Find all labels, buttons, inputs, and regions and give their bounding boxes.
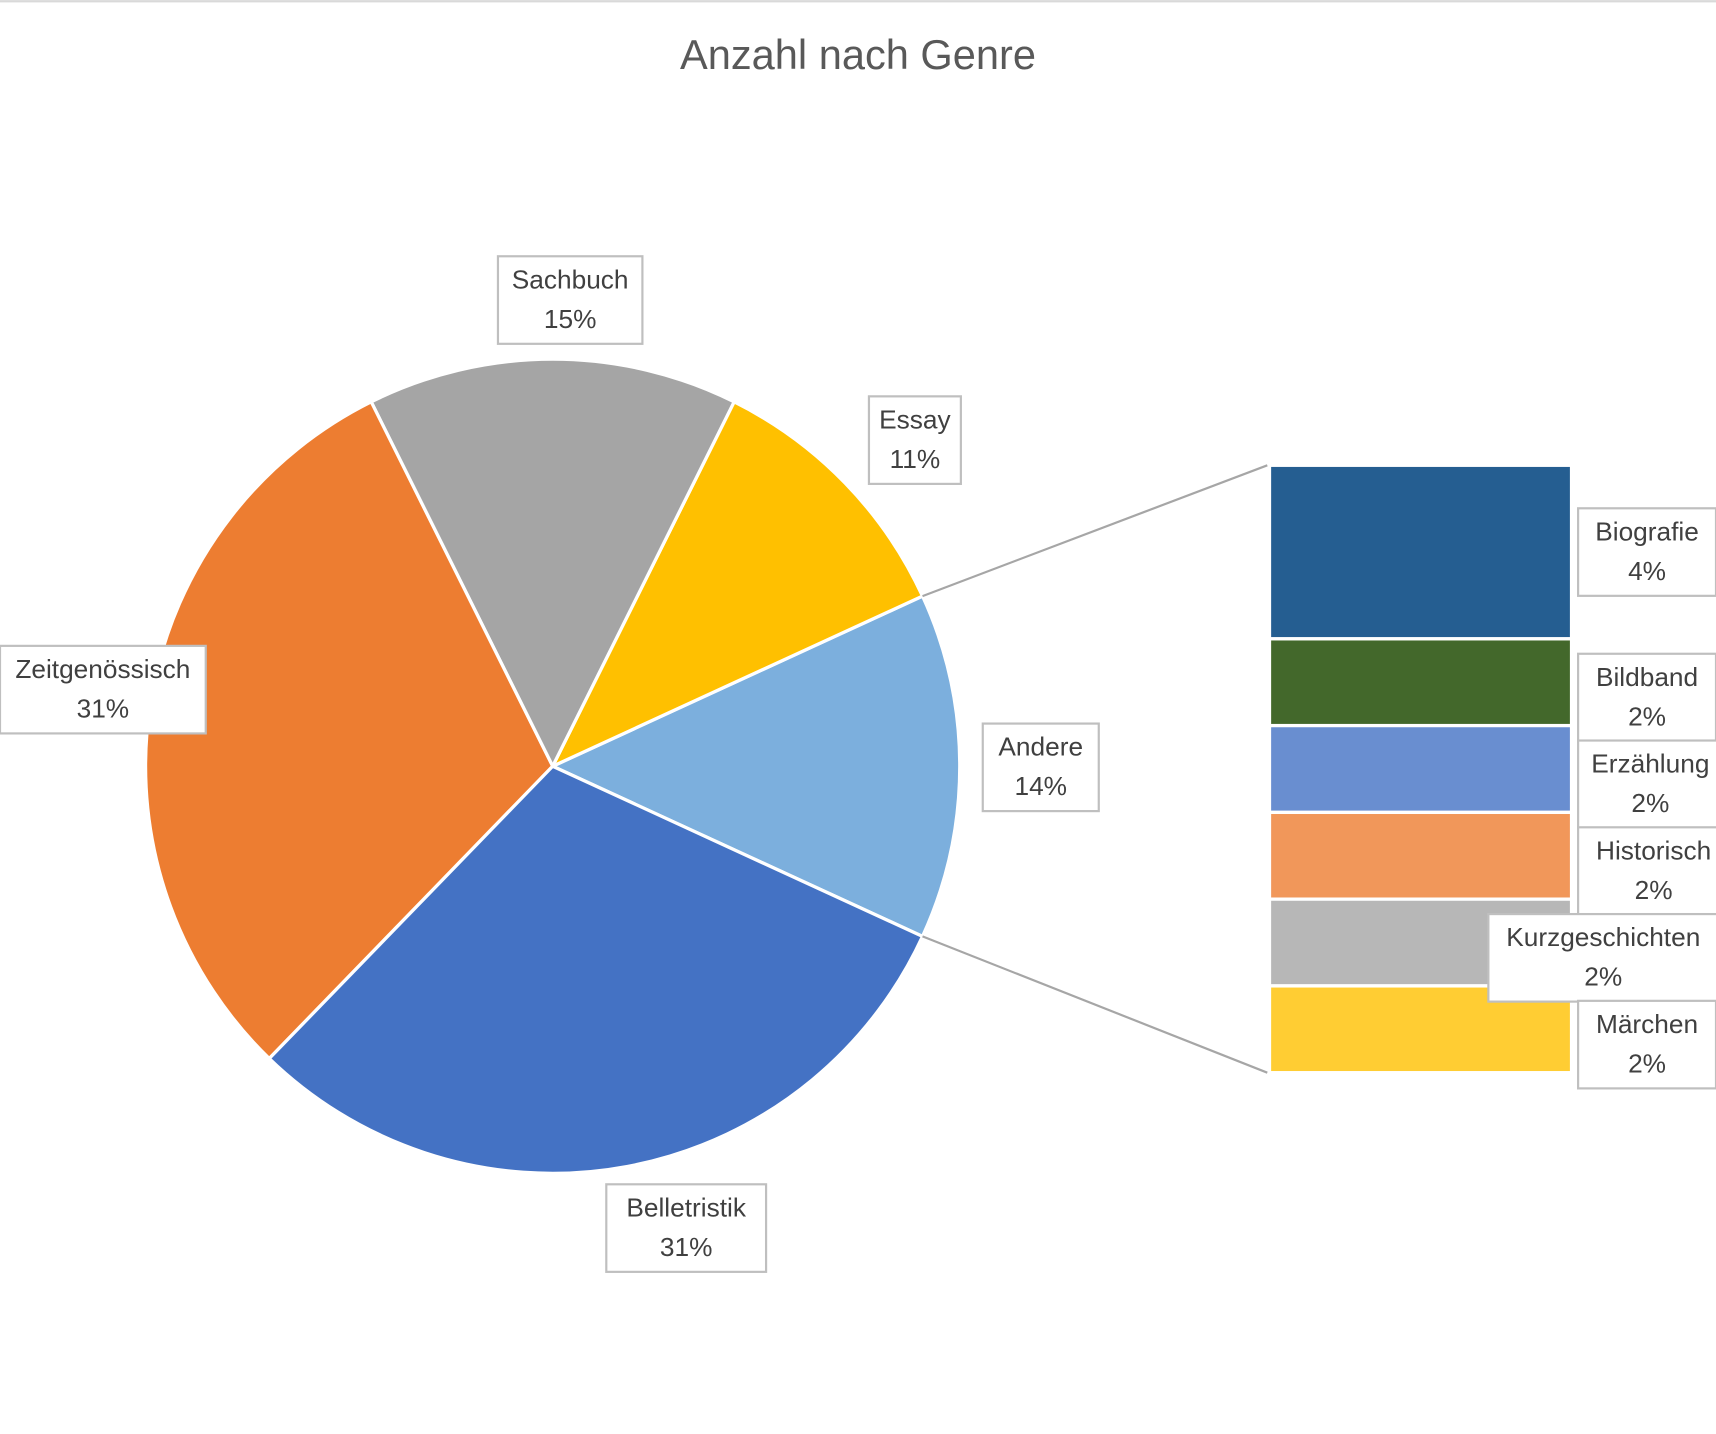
label-value: 11% <box>890 444 941 474</box>
label-category: Biografie <box>1595 516 1699 546</box>
label-value: 2% <box>1628 1048 1666 1078</box>
label-value: 15% <box>544 304 597 334</box>
bar-segment <box>1267 723 1574 815</box>
label-value: 2% <box>1628 701 1666 731</box>
label-category: Andere <box>998 732 1083 762</box>
chart-title: Anzahl nach Genre <box>680 31 1036 78</box>
pie-slice <box>548 593 962 939</box>
label-box <box>0 644 207 735</box>
pie-slice <box>549 399 925 770</box>
pie-slice <box>368 357 737 770</box>
label-value: 31% <box>660 1232 713 1262</box>
label-category: Essay <box>879 404 951 434</box>
label-value: 2% <box>1631 788 1669 818</box>
label-category: Sachbuch <box>512 264 629 294</box>
connector-line <box>922 935 1268 1074</box>
label-category: Bildband <box>1596 662 1698 692</box>
label-value: 4% <box>1628 556 1666 586</box>
bar-segment <box>1267 810 1574 901</box>
label-box <box>981 722 1100 813</box>
label-category: Erzählung <box>1591 749 1709 779</box>
label-category: Historisch <box>1596 835 1711 865</box>
label-value: 2% <box>1584 962 1622 992</box>
label-value: 31% <box>77 693 130 723</box>
label-category: Märchen <box>1596 1009 1698 1039</box>
label-box <box>867 395 962 485</box>
label-box <box>1577 507 1716 597</box>
label-value: 14% <box>1014 771 1067 801</box>
label-value: 2% <box>1635 875 1673 905</box>
connector-line <box>922 464 1268 598</box>
label-box <box>1577 999 1716 1090</box>
label-category: Zeitgenössisch <box>15 654 190 684</box>
label-category: Belletristik <box>626 1192 746 1222</box>
label-box <box>496 255 644 345</box>
label-box <box>1487 912 1716 1003</box>
pie-slice <box>266 764 925 1176</box>
label-box <box>605 1183 768 1273</box>
bar-segment <box>1267 637 1574 728</box>
bar-segment <box>1267 463 1574 641</box>
label-category: Kurzgeschichten <box>1506 922 1700 952</box>
